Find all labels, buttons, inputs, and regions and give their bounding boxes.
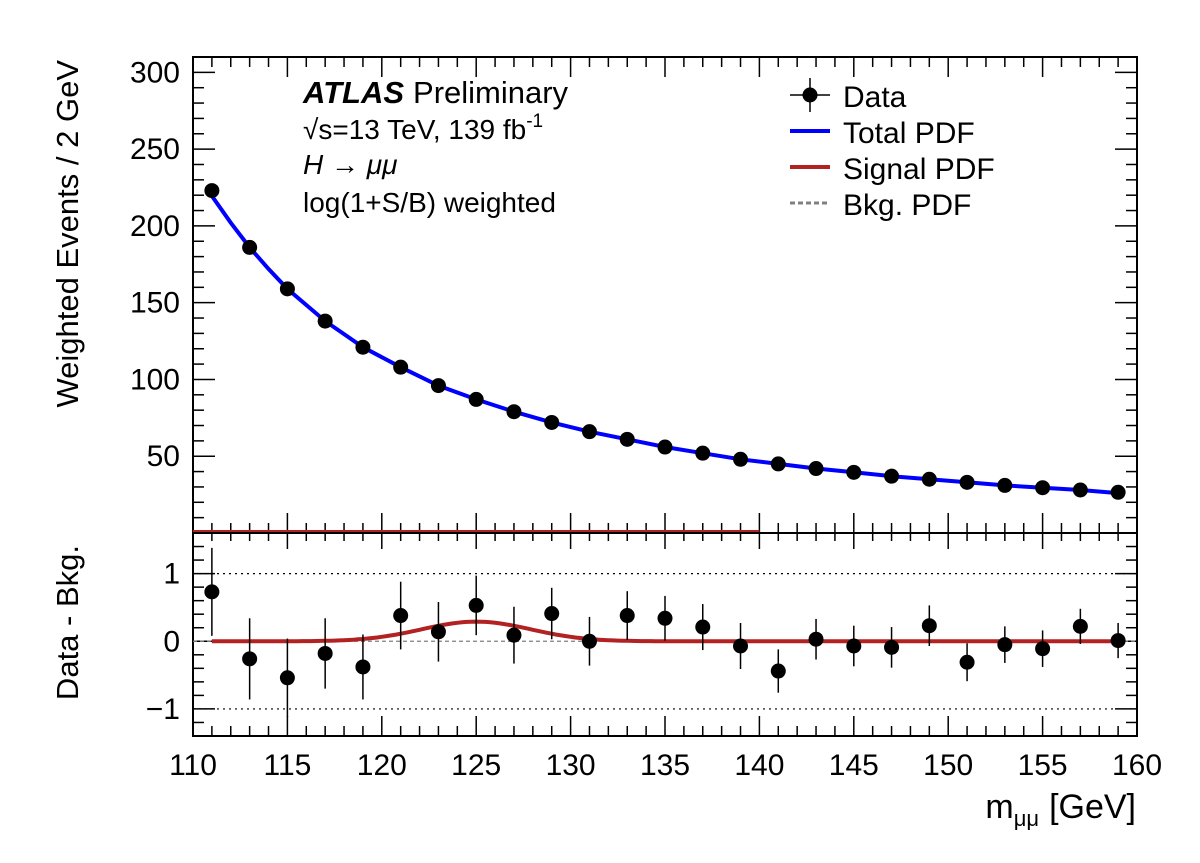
bottom-y-tick-label: −1 (146, 693, 180, 726)
data-point-bottom (430, 624, 446, 640)
data-point-top (468, 391, 484, 407)
data-point-top (695, 445, 711, 461)
data-point-top (279, 281, 295, 297)
data-point-bottom (884, 639, 900, 655)
legend-label: Bkg. PDF (843, 189, 971, 222)
legend-marker-dot (802, 87, 818, 103)
data-point-top (1035, 480, 1051, 496)
data-point-bottom (959, 654, 975, 670)
experiment-name: ATLAS (302, 75, 404, 110)
top-y-tick-label: 100 (130, 363, 180, 396)
bottom-y-tick-label: 1 (163, 558, 180, 591)
data-point-bottom (1110, 633, 1126, 649)
data-point-top (846, 464, 862, 480)
data-point-bottom (846, 638, 862, 654)
data-point-bottom (393, 608, 409, 624)
legend-label: Signal PDF (843, 153, 995, 186)
data-point-bottom (242, 651, 258, 667)
x-tick-label: 160 (1112, 749, 1162, 782)
data-point-bottom (1035, 641, 1051, 657)
data-point-bottom (204, 584, 220, 600)
legend-label: Data (843, 81, 907, 114)
data-point-top (959, 474, 975, 490)
atlas-label-block: ATLAS Preliminary √s=13 TeV, 139 fb-1 H →… (302, 75, 569, 218)
data-point-bottom (695, 619, 711, 635)
x-tick-label: 130 (546, 749, 596, 782)
data-point-top (808, 461, 824, 477)
data-point-top (506, 404, 522, 420)
data-point-bottom (619, 608, 635, 624)
data-point-top (921, 471, 937, 487)
data-point-top (657, 439, 673, 455)
data-point-bottom (657, 610, 673, 626)
data-point-top (204, 183, 220, 199)
atlas-label: ATLAS Preliminary (302, 75, 569, 110)
data-point-top (770, 456, 786, 472)
data-point-bottom (468, 597, 484, 613)
data-point-bottom (733, 638, 749, 654)
x-axis-subscript: μμ (1014, 806, 1039, 831)
data-point-top (317, 313, 333, 329)
x-tick-label: 125 (451, 749, 501, 782)
bottom-y-tick-label: 0 (163, 625, 180, 658)
data-point-top (544, 414, 560, 430)
data-point-top (430, 378, 446, 394)
data-point-bottom (581, 633, 597, 649)
x-tick-label: 150 (923, 749, 973, 782)
top-y-tick-label: 200 (130, 210, 180, 243)
bottom-y-axis-label: Data - Bkg. (50, 545, 85, 700)
data-point-top (884, 468, 900, 484)
weighting-text: log(1+S/B) weighted (303, 187, 556, 218)
data-point-top (997, 477, 1013, 493)
top-y-axis-label: Weighted Events / 2 GeV (50, 60, 85, 408)
x-axis-label: mμμ [GeV] (985, 788, 1136, 831)
data-point-bottom (544, 606, 560, 622)
data-point-bottom (1072, 618, 1088, 634)
data-point-bottom (808, 631, 824, 647)
x-tick-label: 155 (1018, 749, 1068, 782)
data-point-top (242, 239, 258, 255)
top-y-tick-label: 250 (130, 133, 180, 166)
x-tick-label: 120 (357, 749, 407, 782)
x-tick-label: 115 (263, 749, 311, 782)
top-y-tick-label: 150 (130, 287, 180, 320)
lumi-exponent: -1 (526, 111, 543, 132)
energy-lumi-value: √s=13 TeV, 139 fb (303, 114, 526, 145)
data-point-top (1072, 482, 1088, 498)
x-axis-unit: [GeV] (1049, 788, 1136, 826)
top-y-tick-label: 300 (130, 56, 180, 89)
top-panel: 50 100 150 200 250 300 (130, 56, 1138, 534)
data-point-bottom (506, 627, 522, 643)
data-point-top (581, 424, 597, 440)
energy-lumi-text: √s=13 TeV, 139 fb-1 (303, 111, 543, 145)
data-point-bottom (997, 637, 1013, 653)
data-point-top (355, 339, 371, 355)
data-point-bottom (355, 659, 371, 675)
data-point-top (619, 431, 635, 447)
data-point-bottom (279, 670, 295, 686)
status-text: Preliminary (413, 75, 569, 110)
x-axis-symbol: m (985, 788, 1013, 826)
ratio-panel: −1 0 1 (146, 532, 1138, 737)
data-point-bottom (770, 663, 786, 679)
data-point-top (1110, 484, 1126, 500)
x-tick-label: 145 (829, 749, 879, 782)
legend-label: Total PDF (843, 117, 975, 150)
data-point-bottom (921, 618, 937, 634)
data-point-top (393, 359, 409, 375)
data-point-top (733, 451, 749, 467)
process-text: H → μμ (303, 149, 397, 180)
x-tick-label: 110 (169, 749, 217, 782)
top-y-tick-label: 50 (147, 440, 180, 473)
x-tick-label: 140 (734, 749, 784, 782)
data-point-bottom (317, 645, 333, 661)
x-tick-label: 135 (640, 749, 690, 782)
